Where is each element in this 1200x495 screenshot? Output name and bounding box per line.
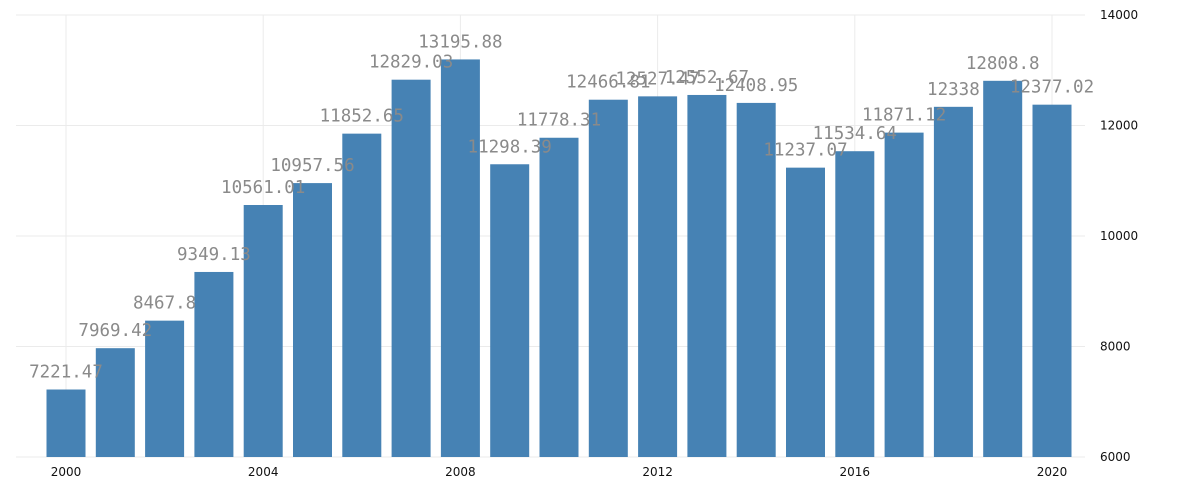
data-label: 8467.8 [133,294,196,314]
bar [687,94,727,458]
x-axis: 2000 2004 2008 2012 2016 2020 [51,465,1068,479]
bar [95,348,135,457]
bar [736,102,776,457]
bar [391,79,431,457]
bar [835,151,875,458]
bar [1032,104,1072,457]
data-label: 10561.01 [221,178,305,198]
y-tick-label: 10000 [1100,229,1138,243]
y-tick-label: 12000 [1100,119,1138,133]
data-label: 11871.12 [862,106,946,126]
y-axis: 6000 8000 10000 12000 14000 [1100,8,1138,464]
data-label: 12408.95 [714,76,798,96]
data-label: 9349.13 [177,245,251,265]
x-tick-label: 2012 [642,465,673,479]
data-label: 11778.31 [517,111,601,131]
data-label: 12552.67 [665,68,749,88]
bar [194,271,234,457]
bar [638,96,678,457]
bar [539,137,579,458]
data-label: 12829.03 [369,53,453,73]
data-label: 7969.42 [78,321,152,341]
bar [884,132,924,458]
x-tick-label: 2000 [51,465,82,479]
bars [46,59,1072,458]
data-labels: 7221.47 7969.42 8467.8 9349.13 10561.0110957… [29,32,1094,382]
x-tick-label: 2004 [248,465,279,479]
data-label: 12377.02 [1010,78,1094,98]
data-label: 11534.64 [813,124,897,144]
data-label: 11237.07 [763,141,847,161]
bar [786,167,825,457]
data-label: 7221.47 [29,363,103,383]
bar [46,389,86,457]
bar [983,80,1023,458]
data-label: 12808.8 [966,54,1040,74]
y-tick-label: 6000 [1100,450,1131,464]
bar [293,183,332,458]
y-tick-label: 14000 [1100,8,1138,22]
data-label: 11852.65 [320,107,404,127]
y-tick-label: 8000 [1100,340,1131,354]
x-tick-label: 2016 [840,465,871,479]
data-label: 13195.88 [418,32,502,52]
bar [145,320,185,457]
x-tick-label: 2008 [445,465,476,479]
data-label: 12338 [927,80,980,100]
bar [440,59,480,457]
bar [933,106,973,457]
data-label: 11298.39 [468,137,552,157]
data-label: 10957.56 [270,156,354,176]
bar [243,205,283,457]
bar [588,99,628,458]
data-label: 12466.81 [566,73,650,93]
bar [490,164,530,457]
bar [342,133,382,457]
data-label: 12527.47 [615,69,699,89]
x-tick-label: 2020 [1037,465,1068,479]
